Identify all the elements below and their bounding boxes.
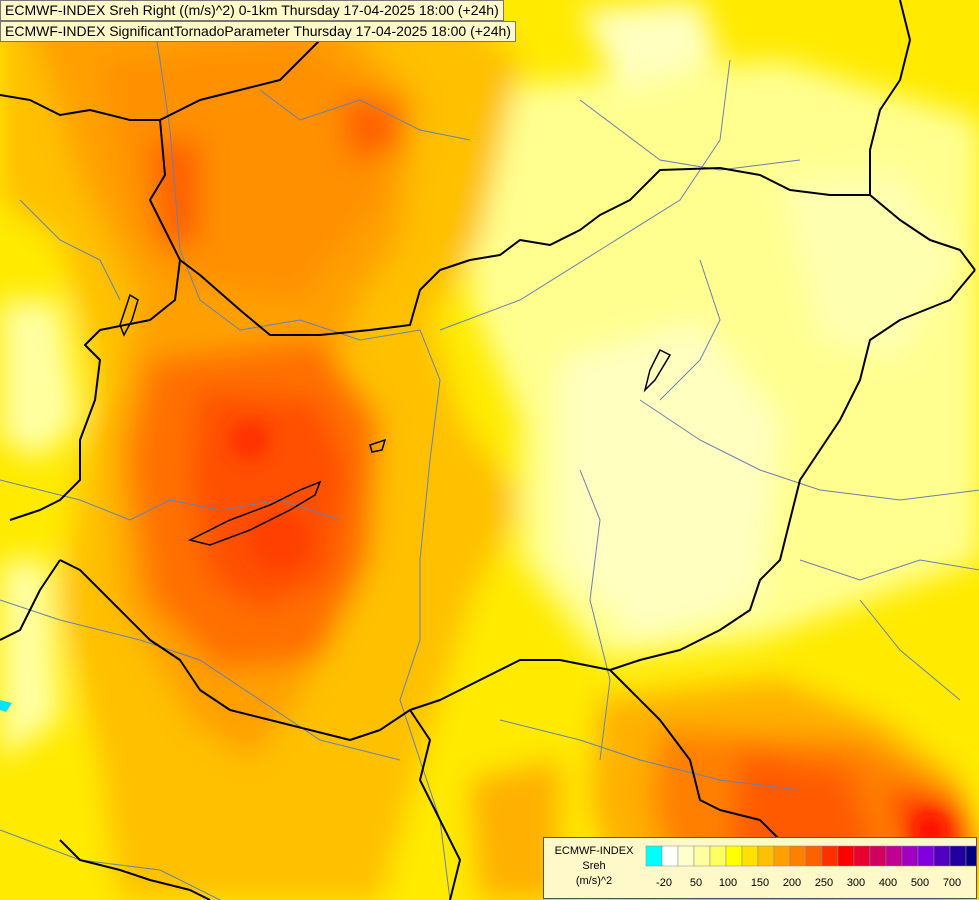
legend-tick-label: 250 — [815, 877, 833, 889]
legend-swatch — [853, 845, 871, 867]
legend-title-line1: ECMWF-INDEX — [554, 845, 634, 857]
legend-tick-label: 500 — [911, 877, 929, 889]
legend-swatch — [901, 845, 919, 867]
legend-tick-label: -20 — [656, 877, 672, 889]
legend-tick-label: 50 — [690, 877, 702, 889]
legend-swatch — [917, 845, 935, 867]
legend-tick-label: 300 — [847, 877, 865, 889]
legend-swatch — [821, 845, 839, 867]
legend-tick-label: 100 — [719, 877, 737, 889]
legend-title-line2: Sreh — [582, 860, 606, 872]
legend-scale: -20 50 100 150 200 250 300 400 500 700 — [645, 845, 976, 889]
legend-swatch — [645, 845, 663, 867]
legend-swatch — [741, 845, 759, 867]
legend-tick-label: 700 — [943, 877, 961, 889]
lakes — [119, 293, 672, 546]
legend-swatch — [661, 845, 679, 867]
legend-swatch — [885, 845, 903, 867]
legend-tick-label: 200 — [783, 877, 801, 889]
legend-swatch — [709, 845, 727, 867]
legend-swatch — [949, 845, 967, 867]
legend-tick-label: 150 — [751, 877, 769, 889]
legend-tick-label: 400 — [879, 877, 897, 889]
legend-swatch — [805, 845, 823, 867]
legend-title: ECMWF-INDEX Sreh (m/s)^2 — [544, 844, 644, 889]
legend-swatch — [757, 845, 775, 867]
legend-swatch — [693, 845, 711, 867]
map-header-line-2: ECMWF-INDEX SignificantTornadoParameter … — [0, 21, 516, 42]
color-legend: ECMWF-INDEX Sreh (m/s)^2 -20 50 100 150 200 2… — [543, 837, 977, 899]
legend-swatch — [773, 845, 791, 867]
legend-title-line3: (m/s)^2 — [575, 875, 613, 887]
cyan-patch — [0, 700, 12, 712]
legend-swatch — [837, 845, 855, 867]
legend-swatch — [677, 845, 695, 867]
legend-swatch — [869, 845, 887, 867]
legend-swatch — [789, 845, 807, 867]
legend-swatch — [965, 845, 976, 867]
legend-swatch — [933, 845, 951, 867]
legend-swatch — [725, 845, 743, 867]
map-header-line-1: ECMWF-INDEX Sreh Right ((m/s)^2) 0-1km T… — [0, 0, 504, 21]
